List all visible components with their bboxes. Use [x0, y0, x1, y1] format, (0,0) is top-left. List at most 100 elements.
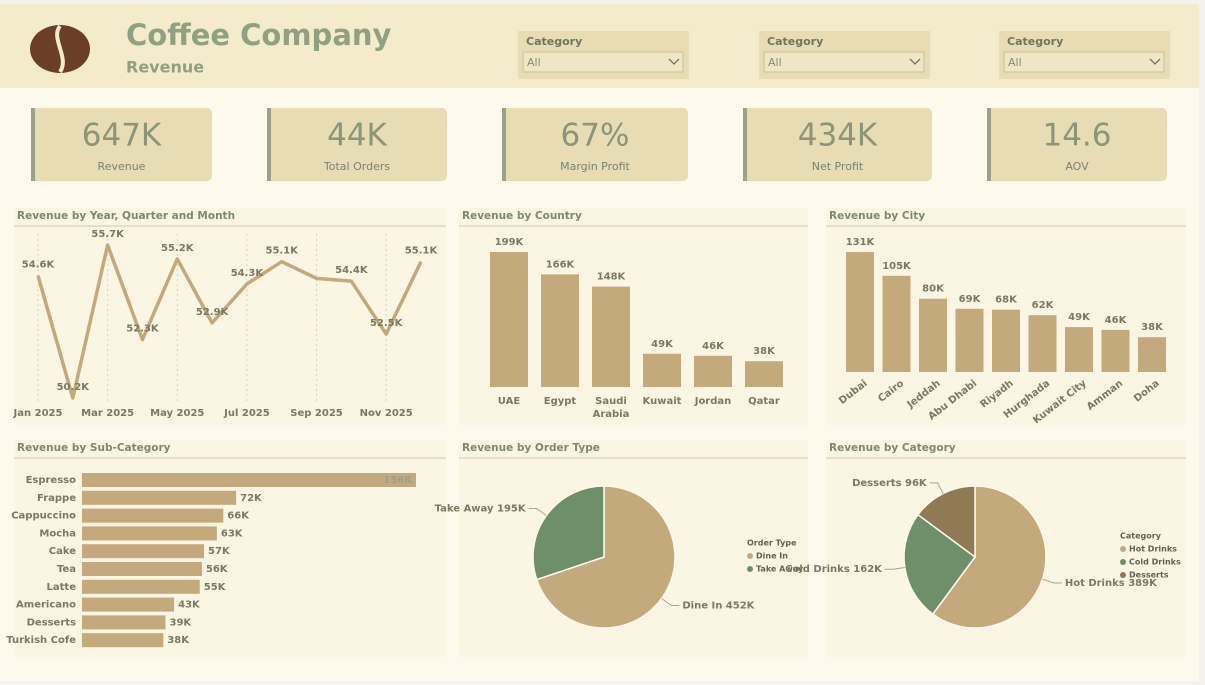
bar	[1028, 315, 1057, 372]
filter-dropdown[interactable]	[1003, 51, 1165, 73]
bar	[882, 275, 911, 372]
category-filter[interactable]: Category All	[518, 31, 689, 79]
bar	[955, 308, 984, 372]
legend-swatch	[1120, 546, 1126, 552]
data-label: 148K	[597, 272, 627, 283]
chart-title: Revenue by Year, Quarter and Month	[17, 210, 235, 222]
slice-value: 389K	[1128, 578, 1158, 589]
kpi-card	[743, 108, 932, 181]
bar	[82, 544, 205, 559]
kpi-value: 44K	[327, 118, 387, 154]
y-tick-label: Cake	[49, 546, 76, 557]
x-tick-label: Kuwait	[643, 396, 682, 407]
chart-title: Revenue by Country	[462, 210, 582, 222]
data-label: 156K	[383, 475, 413, 486]
filter-dropdown[interactable]	[763, 51, 925, 73]
bar	[541, 274, 579, 387]
logo	[30, 24, 90, 74]
data-label: 57K	[208, 546, 231, 557]
bar	[1138, 337, 1166, 372]
filter-label: Category	[526, 35, 582, 48]
data-label: 43K	[178, 600, 201, 611]
dropdown-chevron	[668, 58, 680, 65]
panel-bg	[14, 440, 446, 657]
y-tick-label: Cappuccino	[11, 511, 76, 522]
data-label: 199K	[495, 237, 525, 248]
legend-title: Category	[1120, 532, 1162, 541]
data-label: 55.1K	[405, 246, 439, 257]
data-label: 166K	[546, 259, 576, 270]
data-label: 49K	[1068, 312, 1091, 323]
y-tick-label: Turkish Cofe	[6, 635, 76, 646]
filter-dropdown[interactable]	[522, 51, 684, 73]
bar	[1101, 329, 1130, 372]
pie-slice	[535, 485, 676, 629]
kpi-label: Net Profit	[812, 160, 864, 173]
legend-label: Desserts	[1129, 571, 1169, 580]
data-label: 72K	[240, 493, 263, 504]
kpi-label: Total Orders	[323, 160, 390, 173]
bar	[82, 633, 164, 648]
kpi-label: Revenue	[98, 160, 146, 173]
kpi-label: AOV	[1065, 160, 1089, 173]
data-label: 69K	[959, 294, 982, 305]
y-tick-label: Espresso	[26, 475, 77, 486]
x-tick-label: Jordan	[694, 396, 732, 407]
chart-panel: Revenue by Country 199K UAE 166K Egypt 148K Sa…	[459, 208, 808, 425]
data-label: 56K	[206, 564, 229, 575]
slice-label: Dine In 452K	[682, 600, 755, 611]
chart-title: Revenue by Category	[829, 442, 956, 454]
slice-category: Hot Drinks	[1065, 578, 1125, 589]
filter-value: All	[768, 56, 782, 69]
leader-line	[884, 566, 905, 570]
bar	[490, 252, 528, 387]
slice-value: 162K	[853, 564, 883, 575]
category-filter[interactable]: Category All	[999, 31, 1170, 79]
x-tick-label: Sep 2025	[290, 408, 342, 419]
dropdown-chevron	[909, 58, 921, 65]
data-label: 52.9K	[196, 307, 230, 318]
chart-title: Revenue by Sub-Category	[17, 442, 171, 454]
slice-label: Hot Drinks 389K	[1065, 578, 1158, 589]
data-label: 38K	[167, 635, 190, 646]
x-tick-label: Egypt	[544, 396, 577, 407]
legend-swatch	[747, 553, 753, 559]
legend-swatch	[1120, 559, 1126, 565]
category-filter[interactable]: Category All	[759, 31, 930, 79]
data-label: 62K	[1032, 300, 1055, 311]
data-label: 54.3K	[231, 268, 265, 279]
y-tick-label: Frappe	[37, 493, 76, 504]
data-label: 55.2K	[161, 243, 195, 254]
pie-slice	[931, 485, 1047, 629]
data-label: 39K	[170, 617, 193, 628]
filter-value: All	[1008, 56, 1022, 69]
y-tick-label: Mocha	[39, 528, 76, 539]
bar	[82, 490, 237, 505]
slice-category: Take Away	[435, 504, 494, 515]
x-tick-label: Nov 2025	[360, 408, 413, 419]
data-label: 38K	[1141, 322, 1164, 333]
kpi-card	[502, 108, 688, 181]
data-label: 55.1K	[266, 246, 300, 257]
chart-panel: Revenue by Category Hot Drinks 389K Cold D…	[785, 440, 1186, 657]
data-label: 131K	[846, 237, 876, 248]
filter-label: Category	[1007, 35, 1063, 48]
bar	[82, 508, 224, 523]
legend-label: Cold Drinks	[1129, 558, 1181, 567]
bar	[82, 562, 202, 576]
dropdown-chevron	[1149, 58, 1161, 65]
bar	[694, 355, 732, 387]
bar	[643, 353, 681, 387]
data-label: 55.7K	[91, 229, 125, 240]
chart-title: Revenue by Order Type	[462, 442, 600, 454]
data-label: 55K	[204, 582, 227, 593]
slice-value: 96K	[905, 478, 928, 489]
kpi-value: 434K	[798, 118, 878, 154]
chart-title: Revenue by City	[829, 210, 925, 222]
bar	[919, 298, 947, 372]
kpi-value: 647K	[82, 118, 162, 154]
x-tick-label: Jan 2025	[13, 408, 63, 419]
legend-label: Hot Drinks	[1129, 545, 1177, 554]
bar	[592, 286, 630, 387]
